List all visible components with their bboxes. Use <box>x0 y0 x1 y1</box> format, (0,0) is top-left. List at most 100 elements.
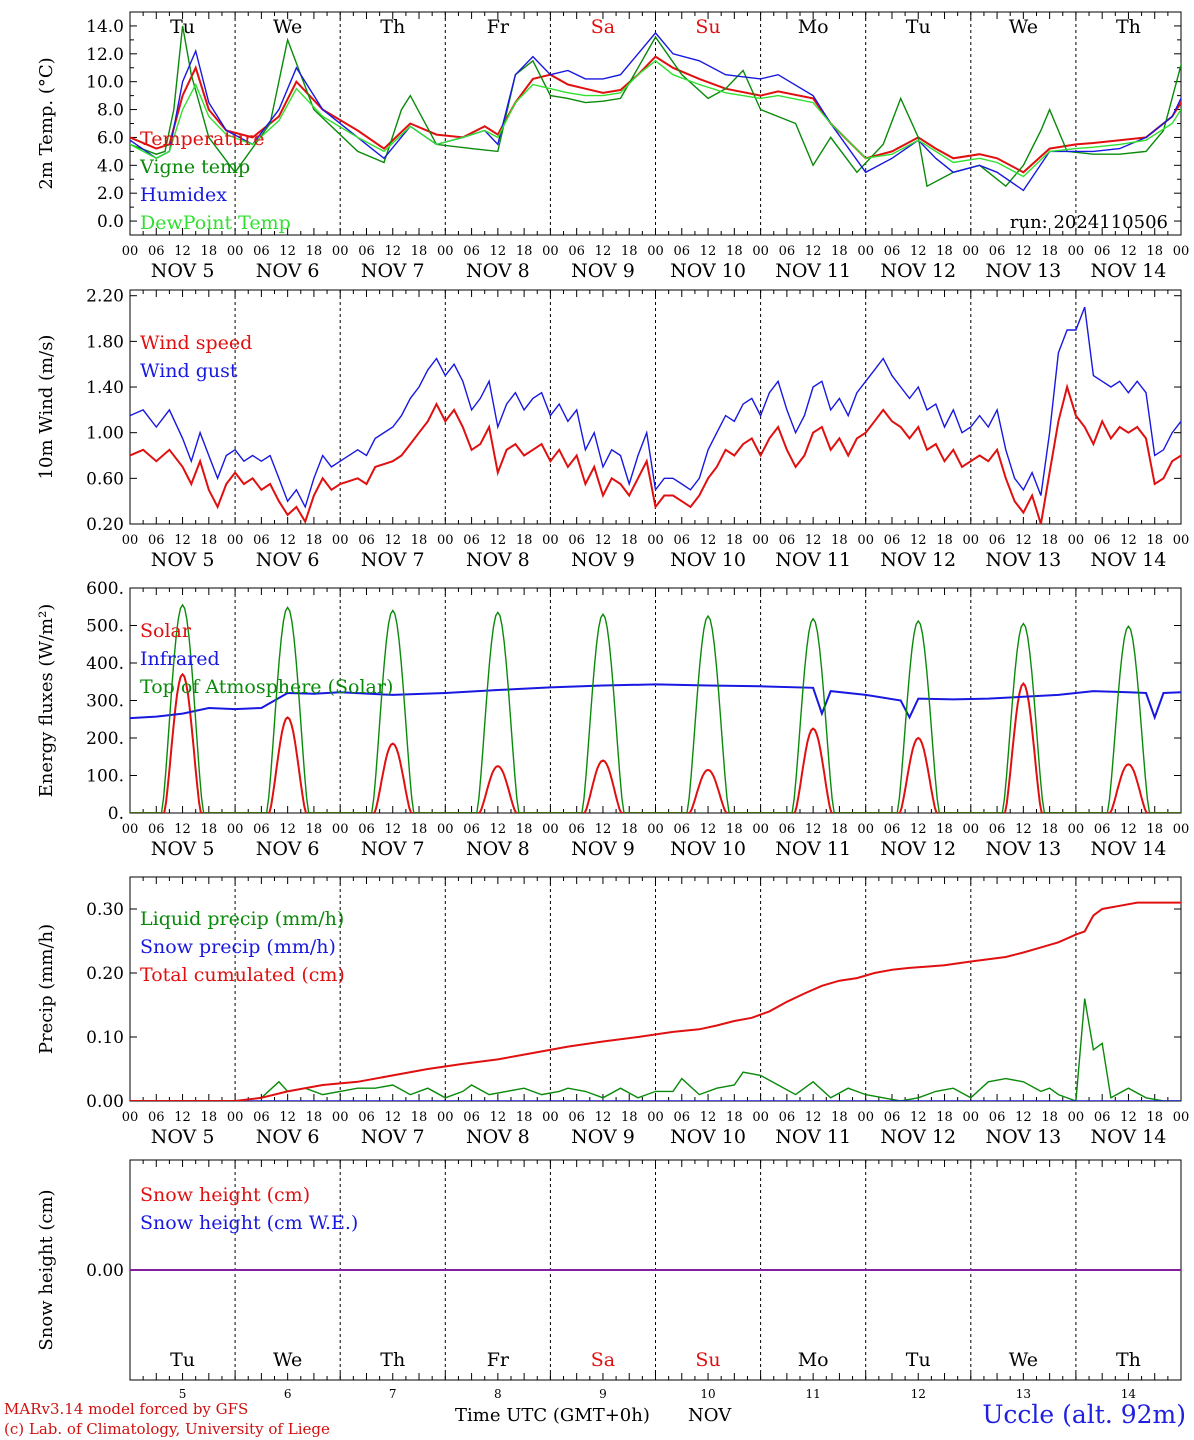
hour-tick-label: 00 <box>542 1110 559 1125</box>
station-name: Uccle (alt. 92m) <box>982 1400 1186 1429</box>
hour-tick-label: 06 <box>674 244 691 259</box>
y-axis-label: 2m Temp. (°C) <box>36 57 57 189</box>
legend-entry: Temperature <box>140 128 264 150</box>
legend-entry: Vigne temp <box>139 156 250 178</box>
hour-tick-label: 18 <box>201 822 218 837</box>
weekday-label: Sa <box>591 16 615 38</box>
hour-tick-label: 00 <box>1068 822 1085 837</box>
hour-tick-label: 00 <box>647 244 664 259</box>
hour-tick-label: 00 <box>437 1110 454 1125</box>
hour-tick-label: 18 <box>726 822 743 837</box>
hour-tick-label: 12 <box>805 1110 822 1125</box>
weekday-label: Mo <box>798 1349 829 1371</box>
weekday-label: We <box>1009 1349 1038 1371</box>
hour-tick-label: 18 <box>201 533 218 548</box>
date-label: NOV 10 <box>670 1126 746 1148</box>
hour-tick-label: 00 <box>542 533 559 548</box>
hour-tick-label: 12 <box>910 1110 927 1125</box>
panel-wind <box>129 289 1182 525</box>
hour-tick-label: 06 <box>779 1110 796 1125</box>
hour-tick-label: 18 <box>1041 822 1058 837</box>
hour-tick-label: 18 <box>831 533 848 548</box>
y-tick-label: 0. <box>108 804 124 824</box>
legend-entry: Total cumulated (cm) <box>140 964 345 986</box>
date-label: NOV 9 <box>571 838 635 860</box>
hour-tick-label: 06 <box>989 1110 1006 1125</box>
hour-tick-label: 12 <box>490 533 507 548</box>
hour-tick-label: 00 <box>857 244 874 259</box>
date-label: NOV 5 <box>151 838 215 860</box>
date-label: NOV 10 <box>670 260 746 282</box>
date-label: NOV 9 <box>571 1126 635 1148</box>
series-line-solar <box>130 672 1181 813</box>
y-tick-label: 1.80 <box>86 332 124 352</box>
y-tick-label: 10.0 <box>86 73 124 93</box>
hour-tick-label: 00 <box>122 1110 139 1125</box>
hour-tick-label: 18 <box>1041 244 1058 259</box>
hour-tick-label: 18 <box>306 822 323 837</box>
weekday-label: Fr <box>487 1349 510 1371</box>
hour-tick-label: 18 <box>621 244 638 259</box>
y-tick-label: 100. <box>86 767 124 787</box>
hour-tick-label: 00 <box>647 533 664 548</box>
date-label: NOV 12 <box>880 838 956 860</box>
hour-tick-label: 12 <box>1015 244 1032 259</box>
hour-tick-label: 00 <box>963 822 980 837</box>
hour-tick-label: 00 <box>227 533 244 548</box>
weekday-label: Tu <box>906 16 931 38</box>
hour-tick-label: 06 <box>463 1110 480 1125</box>
run-label: run: 2024110506 <box>1010 212 1168 233</box>
hour-tick-label: 12 <box>384 822 401 837</box>
hour-tick-label: 12 <box>490 822 507 837</box>
day-number-label: 10 <box>700 1387 715 1401</box>
y-tick-label: 0.20 <box>86 964 124 984</box>
hour-tick-label: 00 <box>122 244 139 259</box>
hour-tick-label: 18 <box>726 1110 743 1125</box>
series-line-top-of-atmosphere-solar- <box>130 603 1181 813</box>
hour-tick-label: 18 <box>516 822 533 837</box>
hour-tick-label: 12 <box>1015 1110 1032 1125</box>
weekday-label: Su <box>695 1349 720 1371</box>
legend-entry: Liquid precip (mm/h) <box>140 908 344 930</box>
hour-tick-label: 12 <box>1120 822 1137 837</box>
hour-tick-label: 06 <box>568 1110 585 1125</box>
hour-tick-label: 00 <box>1173 533 1190 548</box>
weekday-label: Tu <box>170 16 195 38</box>
hour-tick-label: 00 <box>332 1110 349 1125</box>
hour-tick-label: 00 <box>1068 244 1085 259</box>
hour-tick-label: 18 <box>936 822 953 837</box>
y-tick-label: 1.40 <box>86 378 124 398</box>
hour-tick-label: 12 <box>805 533 822 548</box>
date-label: NOV 8 <box>466 549 530 571</box>
hour-tick-label: 06 <box>779 533 796 548</box>
y-tick-label: 0.00 <box>86 1092 124 1112</box>
y-tick-label: 0.0 <box>97 212 124 232</box>
hour-tick-label: 00 <box>752 244 769 259</box>
y-tick-label: 0.00 <box>86 1261 124 1281</box>
date-label: NOV 12 <box>880 260 956 282</box>
hour-tick-label: 12 <box>595 244 612 259</box>
y-tick-label: 0.30 <box>86 900 124 920</box>
hour-tick-label: 06 <box>884 822 901 837</box>
series-line-temperature <box>130 55 1181 174</box>
hour-tick-label: 18 <box>1146 822 1163 837</box>
hour-tick-label: 06 <box>884 533 901 548</box>
hour-tick-label: 06 <box>463 822 480 837</box>
y-tick-label: 500. <box>86 617 124 637</box>
date-label: NOV 13 <box>985 549 1061 571</box>
hour-tick-label: 06 <box>884 244 901 259</box>
hour-tick-label: 12 <box>1015 822 1032 837</box>
hour-tick-label: 18 <box>306 533 323 548</box>
hour-tick-label: 18 <box>831 244 848 259</box>
date-label: NOV 14 <box>1091 549 1167 571</box>
day-number-label: 7 <box>389 1387 397 1401</box>
y-tick-label: 200. <box>86 729 124 749</box>
y-tick-label: 2.0 <box>97 184 124 204</box>
hour-tick-label: 00 <box>1068 533 1085 548</box>
weekday-label: We <box>1009 16 1038 38</box>
weekday-label: Tu <box>170 1349 195 1371</box>
weekday-label: Su <box>695 16 720 38</box>
day-number-label: 12 <box>911 1387 926 1401</box>
hour-tick-label: 18 <box>621 822 638 837</box>
legend-entry: Snow height (cm) <box>140 1184 310 1206</box>
